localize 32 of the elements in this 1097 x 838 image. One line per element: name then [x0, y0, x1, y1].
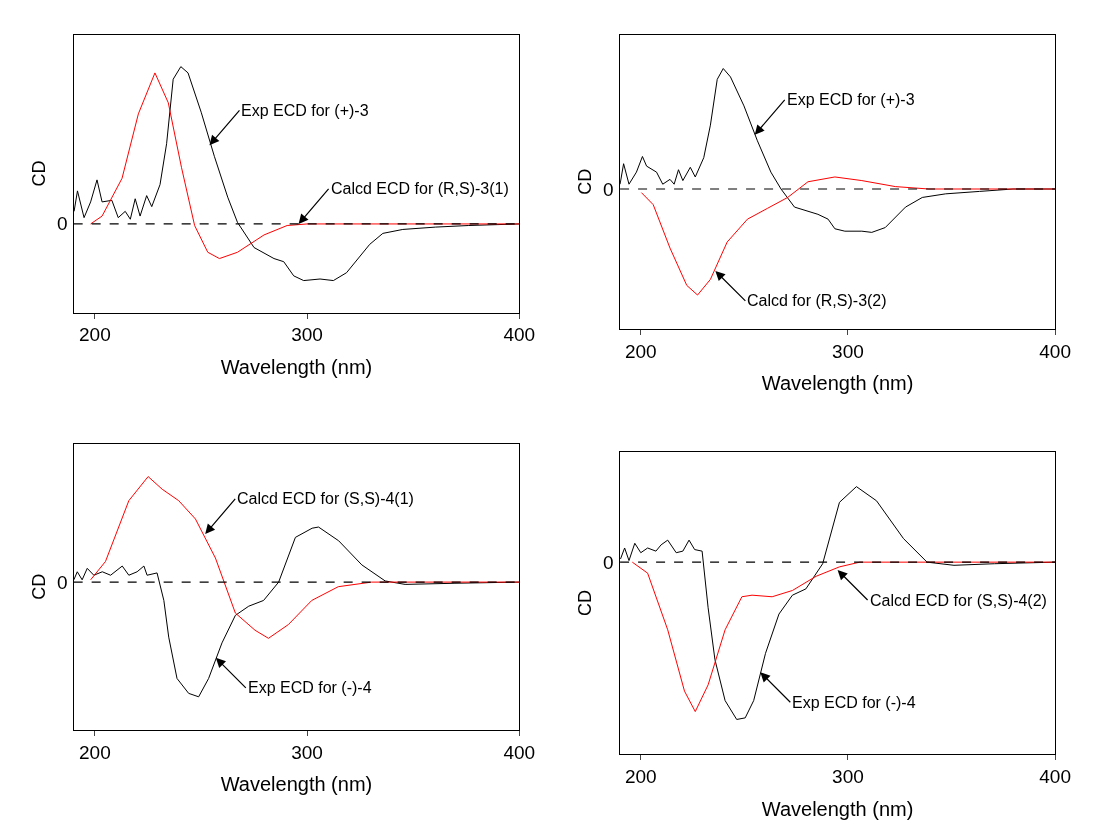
- x-tick-label: 200: [624, 766, 657, 788]
- ref-line-label: 0: [57, 572, 68, 593]
- x-tick-label: 400: [503, 324, 536, 346]
- ref-line-label: 0: [57, 213, 68, 234]
- ref-line-label: 0: [603, 179, 614, 200]
- annotation: Exp ECD for (-)-4: [792, 694, 916, 711]
- x-tick-label: 200: [624, 340, 657, 362]
- y-axis-title: CD: [575, 168, 596, 195]
- x-axis-title: Wavelength (nm): [761, 372, 914, 395]
- x-tick-label: 400: [1039, 766, 1071, 788]
- x-axis-title: Wavelength (nm): [220, 773, 373, 796]
- y-axis-title: CD: [28, 160, 49, 187]
- y-axis-title: CD: [575, 590, 596, 617]
- annotation: Calcd for (R,S)-3(2): [747, 292, 887, 309]
- annotation: Exp ECD for (+)-3: [787, 91, 915, 108]
- annotation: Exp ECD for (+)-3: [241, 102, 369, 119]
- x-tick-label: 200: [79, 741, 111, 763]
- y-axis-title: CD: [28, 573, 49, 600]
- x-axis-title: Wavelength (nm): [220, 355, 373, 378]
- x-tick-label: 300: [832, 766, 864, 788]
- x-tick-label: 300: [832, 340, 864, 362]
- x-tick-label: 300: [291, 324, 323, 346]
- ref-line-label: 0: [603, 552, 614, 573]
- x-tick-label: 400: [503, 741, 536, 763]
- x-tick-label: 300: [291, 741, 323, 763]
- annotation: Exp ECD for (-)-4: [248, 679, 372, 696]
- x-axis-title: Wavelength (nm): [761, 797, 914, 820]
- annotation: Calcd ECD for (S,S)-4(2): [870, 592, 1047, 609]
- x-tick-label: 200: [79, 324, 111, 346]
- x-tick-label: 400: [1039, 340, 1071, 362]
- annotation: Calcd ECD for (R,S)-3(1): [331, 180, 509, 197]
- annotation: Calcd ECD for (S,S)-4(1): [237, 490, 414, 507]
